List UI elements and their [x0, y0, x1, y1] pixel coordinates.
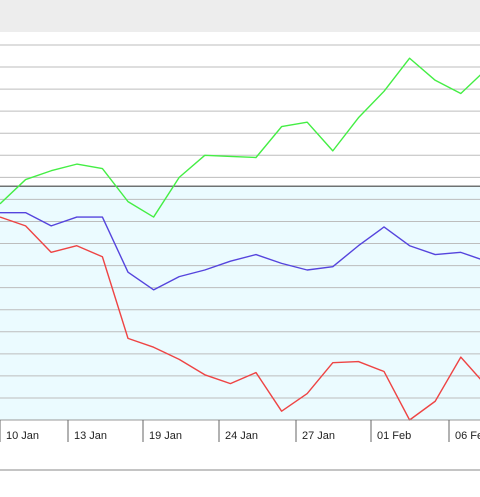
x-tick-label: 13 Jan — [74, 430, 107, 442]
series-line-3 — [0, 216, 480, 421]
series-lines — [0, 57, 480, 421]
series-line-1 — [0, 57, 480, 218]
x-tick-label: 01 Feb — [377, 430, 411, 442]
plot-upper-area — [0, 32, 480, 187]
x-axis: 10 Jan 13 Jan 19 Jan 24 Jan 27 Jan 01 Feb 06 F… — [0, 419, 480, 442]
header-bar — [0, 0, 480, 32]
grid-lines — [0, 44, 480, 471]
plot-background — [0, 32, 480, 420]
x-tick-label: 10 Jan — [6, 430, 39, 442]
plot-lower-area — [0, 186, 480, 420]
x-tick-label: 06 Feb — [455, 430, 480, 442]
x-tick-label: 19 Jan — [149, 430, 182, 442]
x-tick-label: 27 Jan — [302, 430, 335, 442]
x-tick-label: 24 Jan — [225, 430, 258, 442]
series-line-2 — [0, 211, 480, 291]
